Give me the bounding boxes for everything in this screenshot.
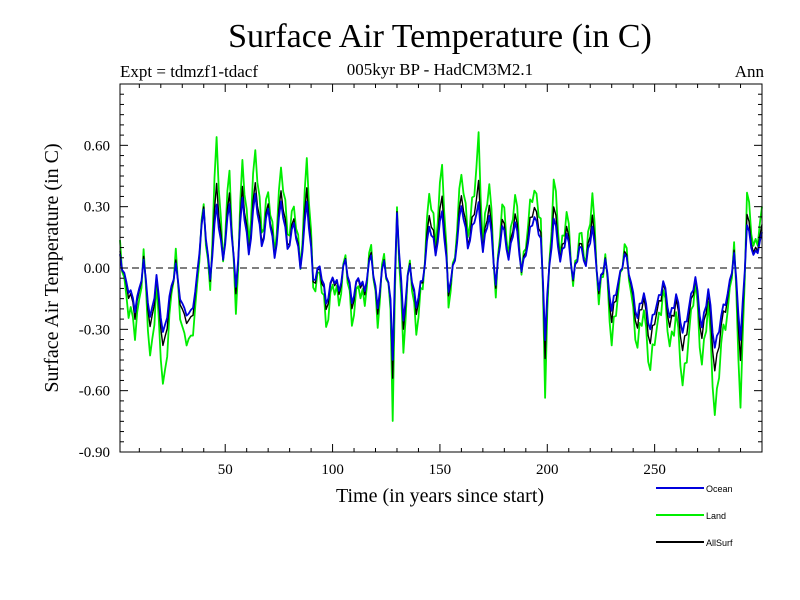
x-tick-label: 200 (536, 462, 559, 478)
series-group (119, 131, 763, 422)
x-tick-label: 50 (218, 462, 233, 478)
x-tick-label: 100 (321, 462, 344, 478)
experiment-label: Expt = tdmzf1-tdacf (120, 62, 258, 81)
y-tick-label: -0.90 (79, 445, 110, 461)
series-line-land (119, 131, 763, 422)
y-tick-label: 0.00 (84, 261, 110, 277)
x-tick-label: 250 (643, 462, 666, 478)
x-tick-label: 150 (429, 462, 452, 478)
series-line-ocean (119, 192, 763, 361)
legend: Ocean Land AllSurf (656, 484, 733, 548)
chart-subtitle: 005kyr BP - HadCM3M2.1 (346, 60, 534, 79)
y-tick-label: 0.30 (84, 200, 110, 216)
legend-label-allsurf: AllSurf (706, 538, 733, 548)
y-tick-label: -0.30 (79, 322, 110, 338)
y-tick-label: 0.60 (84, 138, 110, 154)
y-tick-label: -0.60 (79, 384, 110, 400)
legend-label-ocean: Ocean (706, 484, 733, 494)
chart-title: Surface Air Temperature (in C) (228, 18, 652, 55)
y-axis-label: Surface Air Temperature (in C) (41, 143, 63, 392)
season-label: Ann (734, 62, 764, 81)
legend-label-land: Land (706, 511, 726, 521)
axes-group: 50 100 150 200 250 -0.90 -0.60 -0.30 0.00 0.30 0.6… (79, 83, 763, 478)
x-axis-label: Time (in years since start) (336, 485, 544, 507)
